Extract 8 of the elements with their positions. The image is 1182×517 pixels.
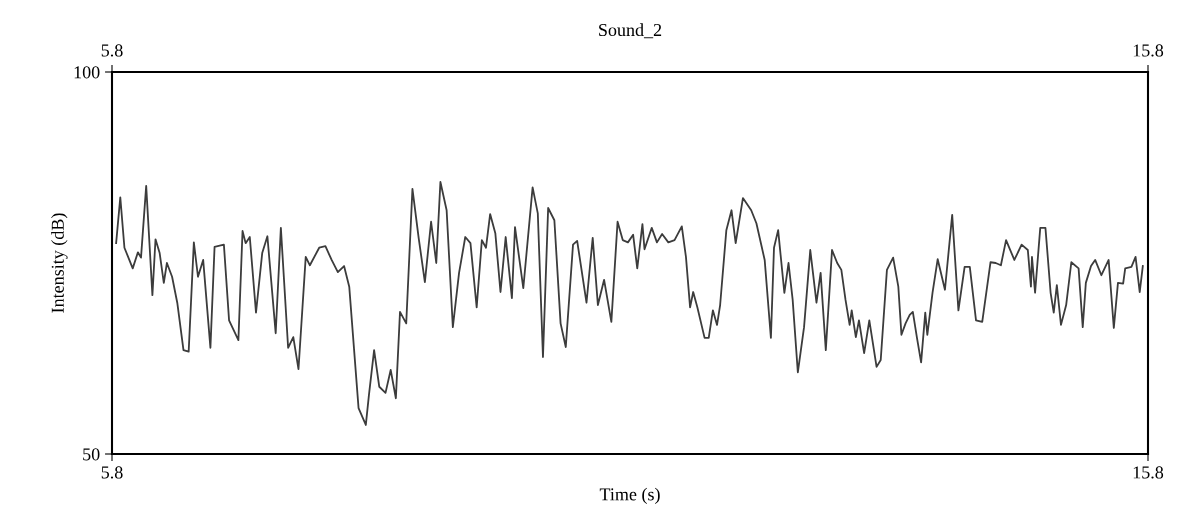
chart-title: Sound_2 <box>599 23 662 39</box>
x-axis-title: Time (s) <box>599 487 660 505</box>
x2-tick-label: 5.8 <box>101 44 123 57</box>
y-tick-label: 50 <box>83 448 100 461</box>
line-series <box>115 181 1144 426</box>
x2-tick-label: 15.8 <box>1133 44 1164 57</box>
y-tick-label: 100 <box>74 66 100 79</box>
y-axis-title: Intensity (dB) <box>51 213 68 313</box>
